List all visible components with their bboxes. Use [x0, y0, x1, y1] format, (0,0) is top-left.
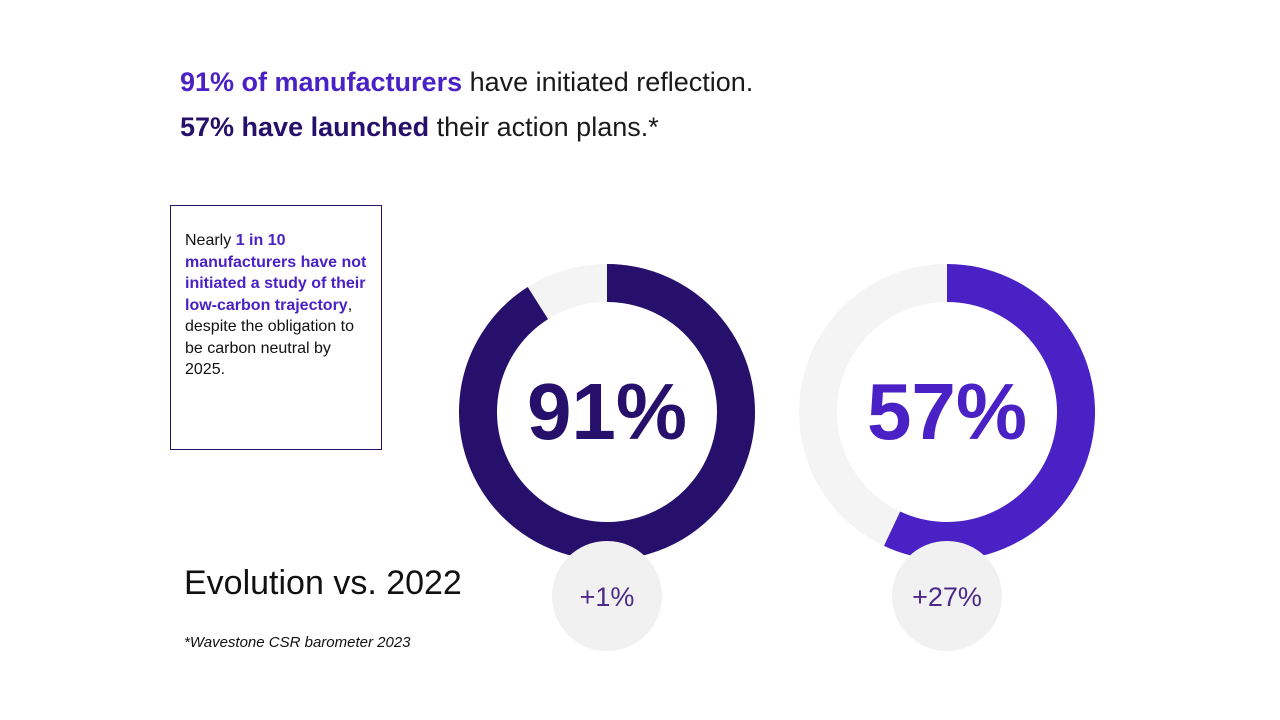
- donut-1-value-arc: [459, 264, 755, 560]
- headline-line-1: 91% of manufacturers have initiated refl…: [180, 67, 753, 98]
- info-text-before: Nearly: [185, 232, 236, 249]
- evolution-badge-1: [552, 541, 662, 651]
- donut-chart-2: 57% +27%: [799, 264, 1095, 651]
- donut-2-center-label: 57%: [867, 367, 1027, 456]
- headline-2-rest: their action plans.*: [429, 112, 659, 142]
- info-callout-box: Nearly 1 in 10 manufacturers have not in…: [170, 205, 382, 450]
- evolution-label: Evolution vs. 2022: [184, 564, 462, 602]
- donut-chart-1: 91% +1%: [459, 264, 755, 651]
- info-text-emphasis: 1 in 10 manufacturers have not initiated…: [185, 232, 367, 314]
- headline-1-strong: 91% of manufacturers: [180, 67, 463, 97]
- headline-line-2: 57% have launched their action plans.*: [180, 112, 659, 143]
- evolution-badge-1-label: +1%: [580, 582, 635, 612]
- evolution-badge-2-label: +27%: [912, 582, 982, 612]
- donut-2-value-arc: [884, 264, 1095, 560]
- evolution-badge-2: [892, 541, 1002, 651]
- info-text-after: , despite the obligation to be carbon ne…: [185, 296, 355, 379]
- donut-1-center-label: 91%: [527, 367, 687, 456]
- headline-1-rest: have initiated reflection.: [462, 67, 754, 97]
- headline-2-strong: 57% have launched: [180, 112, 430, 142]
- source-note: *Wavestone CSR barometer 2023: [184, 634, 411, 651]
